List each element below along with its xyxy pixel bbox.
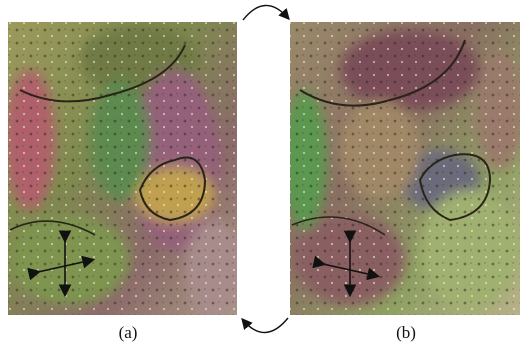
page: (a) (b) (() => { const data = JSON.parse… [0,0,521,347]
rotation-arrow-top [243,5,288,20]
panel-label: (b) [396,323,416,342]
figure: (a) (b) [0,0,521,347]
micrograph-a [5,22,245,320]
panel-label: (a) [119,323,138,342]
rotation-arrow-bottom [243,318,288,333]
micrograph-b [283,22,521,315]
